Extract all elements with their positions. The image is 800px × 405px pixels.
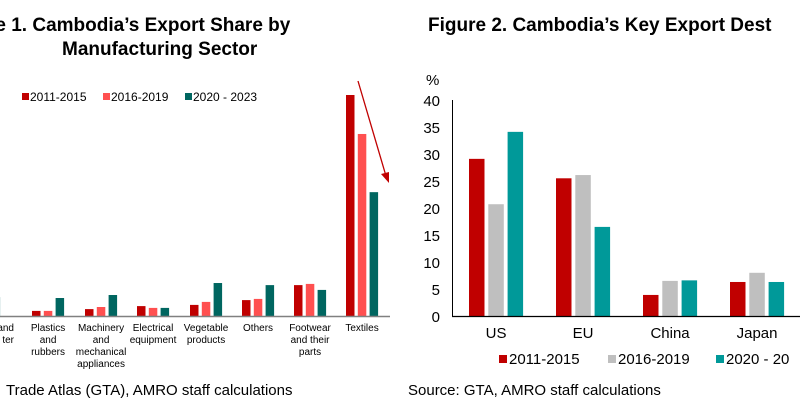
figure2-legend-label: 2020 - 20 <box>726 351 789 368</box>
figure2-bar <box>768 281 785 316</box>
figure1-title-line2: Manufacturing Sector <box>62 39 258 60</box>
figure2-y-tick: 20 <box>423 201 440 218</box>
figure2-legend: 2011-2015 2016-2019 2020 - 20 <box>499 351 789 368</box>
figure2-legend-label: 2016-2019 <box>618 351 690 368</box>
figure2-legend-swatch <box>608 355 616 363</box>
figure2-bar <box>681 280 698 316</box>
figure1-x-label: and their <box>291 335 331 346</box>
figure1-legend-swatch <box>185 93 192 100</box>
figure2-bar <box>594 226 611 316</box>
figure1-bar <box>148 307 158 316</box>
figure1-x-label: equipment <box>130 335 177 346</box>
figure2-bars <box>469 131 785 316</box>
figure1-bar <box>201 301 211 316</box>
figure1-x-label: rubbers <box>31 347 65 358</box>
figure2-x-label: China <box>650 325 690 342</box>
figure2-bar <box>662 280 678 316</box>
figure2-legend-swatch <box>499 355 507 363</box>
figure2-bar <box>575 175 591 316</box>
figure1-legend-swatch <box>22 93 29 100</box>
figure1-bar <box>346 95 355 316</box>
figure2-x-labels: US EU China Japan <box>486 325 778 342</box>
figure1-bar <box>265 285 275 316</box>
figure1-bar <box>242 300 251 316</box>
figure2-bar <box>488 204 504 316</box>
figure1-bar <box>32 310 41 316</box>
figure2-y-unit: % <box>426 72 439 89</box>
figure2-chart: % 0 5 10 15 20 25 30 35 40 US EU China Japan 2011-2… <box>423 72 800 368</box>
figure1-bar <box>357 133 367 316</box>
figure2-source: Source: GTA, AMRO staff calculations <box>408 382 661 399</box>
figure1-x-label: Plastics <box>31 323 65 334</box>
figure1-x-label: parts <box>299 347 321 358</box>
figure2-bar <box>749 272 765 316</box>
figure1-x-label: and <box>40 335 57 346</box>
figure1-bar <box>305 283 315 316</box>
figure1-bar <box>160 307 170 316</box>
figure2-y-tick: 15 <box>423 228 440 245</box>
figure1-x-label: mechanical <box>76 347 127 358</box>
figure1-bar <box>369 192 379 316</box>
figure1-bar <box>294 285 303 316</box>
figure2-y-tick: 10 <box>423 255 440 272</box>
figure1-x-label: Machinery <box>78 323 124 334</box>
figure1-source: Trade Atlas (GTA), AMRO staff calculatio… <box>6 382 293 399</box>
figure2-y-tick: 40 <box>423 93 440 110</box>
figure1-chart: 2011-2015 2016-2019 2020 - 2023 andterPlas… <box>0 80 390 370</box>
figure1-x-label: and <box>93 335 110 346</box>
figure2-y-ticks: 0 5 10 15 20 25 30 35 40 <box>423 93 440 326</box>
figure1-legend-label: 2011-2015 <box>30 90 87 104</box>
figure1-bars <box>0 95 379 316</box>
figure2-y-tick: 5 <box>432 282 440 299</box>
figure2-x-label: US <box>486 325 507 342</box>
figure2-bar <box>556 178 572 316</box>
trend-arrow <box>357 80 389 183</box>
figure2-y-tick: 25 <box>423 174 440 191</box>
figure2-legend-label: 2011-2015 <box>509 351 580 368</box>
figure1-x-label: appliances <box>77 359 125 370</box>
figure1-legend-label: 2020 - 2023 <box>193 90 257 104</box>
figure2-y-tick: 35 <box>423 120 440 137</box>
figure1-bar <box>108 295 118 316</box>
figure1-bar <box>43 310 53 316</box>
figure2-y-tick: 0 <box>432 309 440 326</box>
figure2-bar <box>643 294 659 316</box>
figure1-x-label: Footwear <box>289 323 331 334</box>
figure1-bar <box>190 304 199 316</box>
figure2-bar <box>469 158 485 316</box>
figure1-bar <box>213 283 223 316</box>
figure1-x-label: ter <box>2 335 14 346</box>
figure1-bar <box>96 307 106 316</box>
figure1-legend: 2011-2015 2016-2019 2020 - 2023 <box>22 90 257 104</box>
figure1-bar <box>317 289 327 316</box>
figure2-title: Figure 2. Cambodia’s Key Export Dest <box>428 15 772 36</box>
figure1-bar <box>137 306 146 316</box>
figure2-bar <box>730 281 746 316</box>
figure1-x-label: Textiles <box>345 323 378 334</box>
figure1-bar <box>253 298 263 316</box>
figure2-legend-swatch <box>716 355 724 363</box>
figure1-bar <box>85 309 94 316</box>
figure2-x-label: EU <box>573 325 594 342</box>
figure1-x-label: and <box>0 323 14 334</box>
figure2-bar <box>507 131 524 316</box>
figure2-x-label: Japan <box>737 325 778 342</box>
figure1-x-label: Others <box>243 323 273 334</box>
figure1-x-label: products <box>187 335 225 346</box>
figure1-bar <box>55 298 65 316</box>
figure1-legend-label: 2016-2019 <box>111 90 169 104</box>
figure1-x-labels: andterPlasticsandrubbersMachineryandmech… <box>0 323 379 370</box>
figure2-y-tick: 30 <box>423 147 440 164</box>
figure1-legend-swatch <box>103 93 110 100</box>
figure1-x-label: Electrical <box>133 323 174 334</box>
figure1-x-label: Vegetable <box>184 323 229 334</box>
figure1-title-line1: re 1. Cambodia’s Export Share by <box>0 15 291 36</box>
